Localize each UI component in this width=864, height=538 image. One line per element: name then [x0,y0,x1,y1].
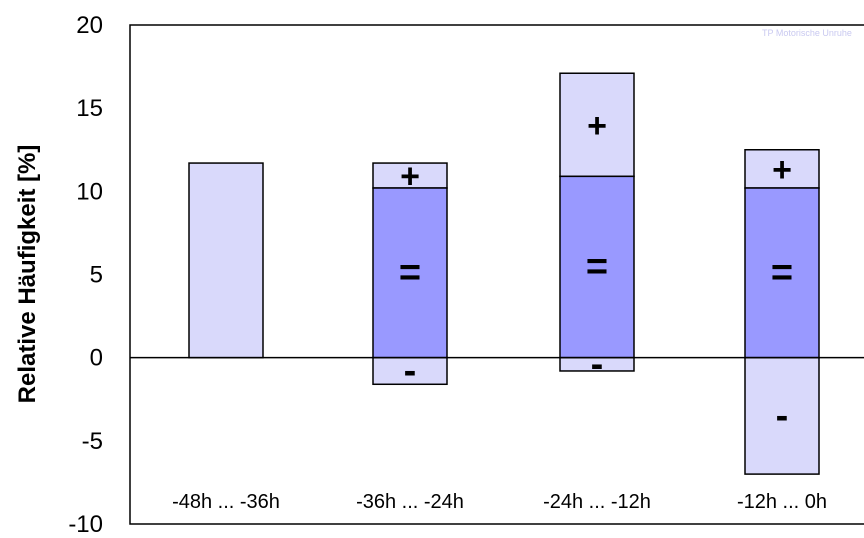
bar-segment-light [744,356,820,475]
segment-sign-label: + [587,107,607,145]
category-label: -24h ... -12h [543,491,651,513]
bar-segment-light [188,162,264,359]
y-tick-label: 20 [76,12,103,39]
category-label: -36h ... -24h [356,491,464,513]
bars-group: + = - + = - + = - [188,72,820,475]
watermark: TP Motorische Unruhe [762,28,852,38]
bar-segment-dark [372,187,448,359]
segment-sign-label: + [772,151,792,189]
segment-sign-label: = [586,246,608,288]
bar-stack: + = - [372,158,448,392]
y-tick-label: 15 [76,95,103,122]
y-tick-label: 0 [90,345,103,372]
y-tick-label: -10 [68,511,103,538]
plot-area-frame [129,24,864,525]
category-label: -12h ... 0h [737,491,827,513]
segment-sign-label: + [400,158,420,196]
y-axis-ticks: 20 15 10 5 0 -5 -10 [68,12,103,538]
segment-sign-label: = [399,252,421,294]
y-tick-label: -5 [82,428,103,455]
bar-segment-light [559,72,635,178]
segment-sign-label: = [771,252,793,294]
bar-segment-dark [744,187,820,359]
bar-stack: + = - [559,72,635,385]
segment-sign-label: - [776,395,789,437]
category-label: -48h ... -36h [172,491,280,513]
segment-sign-label: - [404,350,417,392]
bar-segment-light [744,149,820,189]
segment-sign-label: - [591,343,604,385]
bar-stack: + = - [744,149,820,475]
y-tick-label: 10 [76,178,103,205]
bar-segment-dark [559,175,635,359]
y-tick-label: 5 [90,262,103,289]
bar-stack [188,162,264,359]
category-labels: -48h ... -36h -36h ... -24h -24h ... -12h -… [172,491,827,513]
y-axis-label: Relative Häufigkeit [%] [14,145,41,404]
